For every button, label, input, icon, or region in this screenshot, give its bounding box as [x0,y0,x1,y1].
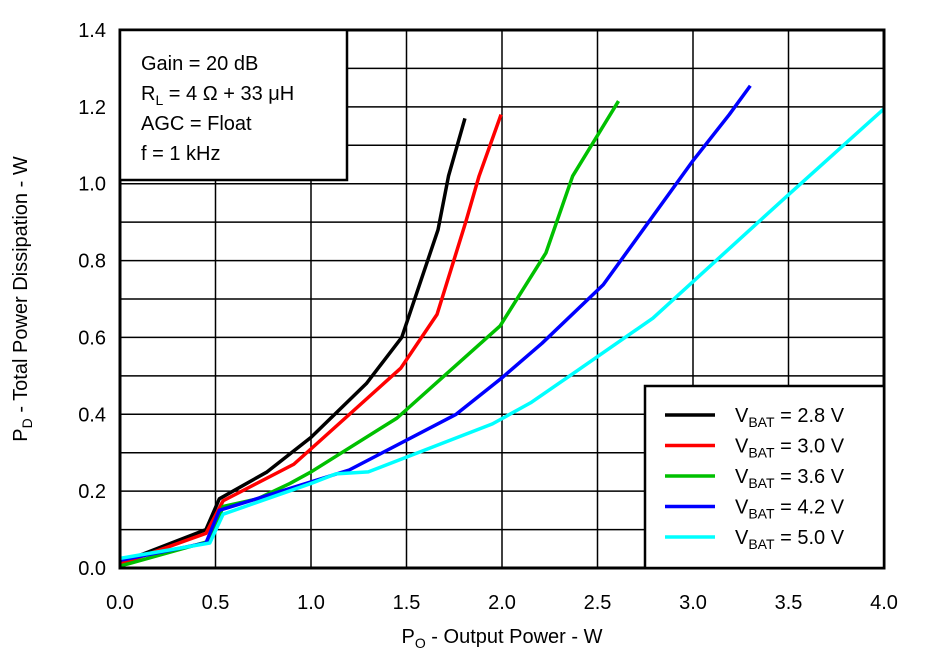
y-tick-label: 1.4 [78,20,106,42]
series-line-5 [119,107,886,561]
legend-label: VBAT = 4.2 V [735,497,845,522]
legend-label-main: V [735,436,749,458]
y-axis-label-main: P [10,428,32,441]
x-tick-label: 1.5 [393,592,421,614]
legend-label: VBAT = 3.0 V [735,436,845,461]
x-tick-label: 4.0 [870,592,898,614]
y-tick-label: 0.0 [78,558,106,580]
legend-label-rest: = 3.0 V [775,436,845,458]
x-axis-label-rest: - Output Power - W [426,626,603,648]
annotation-line-main: f = 1 kHz [141,143,220,165]
series-line-3 [119,100,621,568]
annotation-line: RL = 4 Ω + 33 μH [141,83,294,108]
tick-labels: 0.0 0.5 1.0 1.5 2.0 2.5 3.0 3.5 4.0 0.0 0.2 0.4 0.6 0… [78,20,898,614]
series-lines [119,84,886,568]
legend-label-rest: = 5.0 V [775,527,845,549]
plot-border [118,28,886,570]
annotation-line-rest: = 4 Ω + 33 μH [163,83,294,105]
x-tick-label: 2.0 [488,592,516,614]
series-line-4 [119,84,752,563]
x-axis-label-sub: O [415,635,426,651]
y-axis-label-sub: D [19,418,35,428]
annotation-line: f = 1 kHz [141,143,220,165]
y-axis-label-rest: - Total Power Dissipation - W [10,156,32,418]
y-tick-label: 0.6 [78,327,106,349]
x-tick-label: 3.0 [679,592,707,614]
legend-label-rest: = 4.2 V [775,497,845,519]
legend-label-sub: BAT [748,414,775,430]
legend-label: VBAT = 3.6 V [735,466,845,491]
x-tick-label: 0.0 [106,592,134,614]
x-tick-label: 3.5 [775,592,803,614]
x-tick-label: 2.5 [584,592,612,614]
y-tick-label: 1.2 [78,97,106,119]
annotation-line: Gain = 20 dB [141,53,258,75]
y-tick-label: 1.0 [78,174,106,196]
legend-label-sub: BAT [748,475,775,491]
annotation-box: Gain = 20 dB RL = 4 Ω + 33 μH AGC = Float f… [118,28,349,182]
annotation-border [118,28,349,182]
annotation-line: AGC = Float [141,113,252,135]
annotation-line-main: AGC = Float [141,113,252,135]
annotation-line-main: R [141,83,155,105]
plot-frame [118,28,886,570]
legend-label-rest: = 2.8 V [775,405,845,427]
x-tick-label: 0.5 [202,592,230,614]
grid [120,30,884,568]
y-tick-label: 0.2 [78,481,106,503]
legend-label-main: V [735,527,749,549]
legend-label-sub: BAT [748,536,775,552]
y-tick-label: 0.8 [78,251,106,273]
x-axis-label-main: P [402,626,415,648]
y-axis-label: PD - Total Power Dissipation - W [10,156,35,442]
legend-label: VBAT = 2.8 V [735,405,845,430]
legend-label-sub: BAT [748,445,775,461]
y-tick-label: 0.4 [78,404,106,426]
x-tick-label: 1.0 [297,592,325,614]
x-axis-label: PO - Output Power - W [402,626,603,651]
legend-label: VBAT = 5.0 V [735,527,845,552]
series-line-2 [119,113,503,566]
legend-label-main: V [735,497,749,519]
axis-labels: PO - Output Power - WPD - Total Power Di… [10,156,603,651]
annotation-line-sub: L [155,92,163,108]
annotation-line-main: Gain = 20 dB [141,53,258,75]
series-line-1 [119,117,467,565]
legend-label-rest: = 3.6 V [775,466,845,488]
legend-label-main: V [735,405,749,427]
legend-label-sub: BAT [748,506,775,522]
legend-label-main: V [735,466,749,488]
